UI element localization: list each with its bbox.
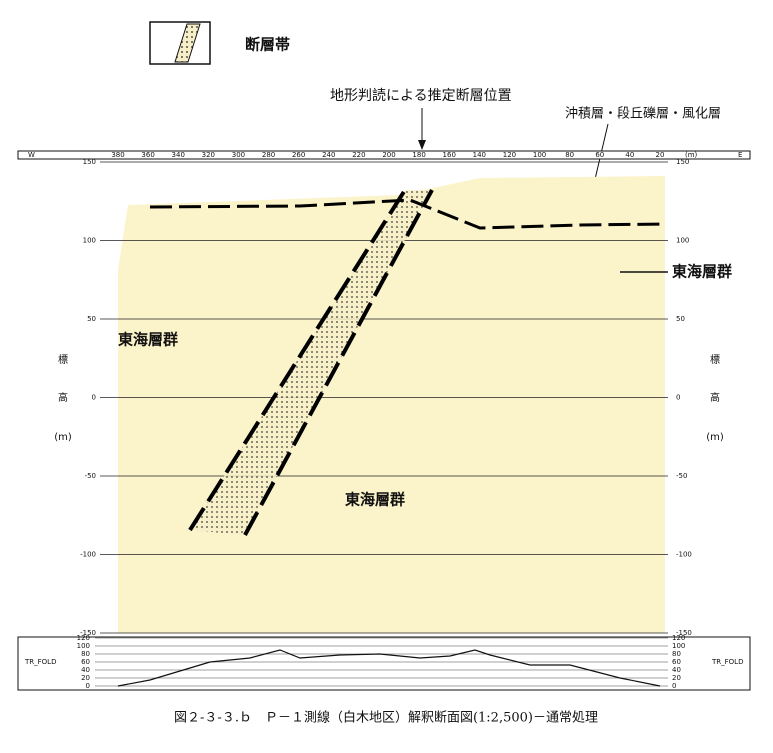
axis-label: 高 <box>58 391 68 404</box>
axis-label: (m) <box>54 432 72 443</box>
fold-tick-label: 60 <box>672 658 681 666</box>
elevation-label: 50 <box>87 315 96 323</box>
elevation-label: 150 <box>676 158 689 166</box>
elevation-label: -100 <box>80 551 96 559</box>
elevation-label: 0 <box>92 394 96 402</box>
scale-tick-label: 120 <box>503 151 516 159</box>
fold-label: TR_FOLD <box>24 658 56 666</box>
fold-tick-label: 120 <box>77 634 90 642</box>
scale-tick-label: 160 <box>443 151 456 159</box>
fold-curve <box>117 649 661 687</box>
fold-tick-label: 0 <box>86 682 90 690</box>
axis-label: 標 <box>58 353 68 366</box>
elevation-label: 0 <box>676 394 680 402</box>
fold-tick-label: 20 <box>81 674 90 682</box>
fold-tick-label: 0 <box>672 682 676 690</box>
caption: 図２-３-３.ｂ Ｐ－１測線（白木地区）解釈断面図(1:2,500)－通常処理 <box>174 710 598 726</box>
scale-bar <box>17 150 751 160</box>
annotation: 沖積層・段丘礫層・風化層 <box>565 106 721 122</box>
scale-tick-label: 140 <box>473 151 486 159</box>
scale-tick-label: 180 <box>412 151 425 159</box>
scale-tick-label: 300 <box>232 151 245 159</box>
scale-unit: (m) <box>685 151 698 159</box>
scale-tick-label: 360 <box>141 151 154 159</box>
legend-swatch <box>174 23 201 63</box>
fold-tick-label: 40 <box>672 666 681 674</box>
scale-tick-label: 320 <box>202 151 215 159</box>
fold-tick-label: 80 <box>81 650 90 658</box>
fold-tick-label: 60 <box>81 658 90 666</box>
elevation-label: -150 <box>80 629 96 637</box>
annotation: 地形判読による推定断層位置 <box>330 87 512 104</box>
elevation-label: -50 <box>676 472 687 480</box>
unit-label: 東海層群 <box>672 263 732 281</box>
horizon <box>149 198 666 230</box>
legend-label: 断層帯 <box>245 36 290 54</box>
scale-tick-label: 100 <box>533 151 546 159</box>
elevation-label: -100 <box>676 551 692 559</box>
fold-label: TR_FOLD <box>711 658 743 666</box>
scale-tick-label: 240 <box>322 151 335 159</box>
fold-tick-label: 100 <box>77 642 90 650</box>
scale-tick-label: 340 <box>172 151 185 159</box>
elevation-label: 150 <box>83 158 96 166</box>
axis-label: 高 <box>710 391 720 404</box>
scale-end: W <box>28 151 35 159</box>
elevation-label: -150 <box>676 629 692 637</box>
scale-tick-label: 220 <box>352 151 365 159</box>
axis-label: (m) <box>706 432 724 443</box>
fold-tick-label: 120 <box>672 634 685 642</box>
scale-tick-label: 60 <box>595 151 604 159</box>
elevation-label: 50 <box>676 315 685 323</box>
scale-tick-label: 280 <box>262 151 275 159</box>
scale-tick-label: 380 <box>111 151 124 159</box>
unit-label: 東海層群 <box>345 491 405 509</box>
scale-tick-label: 20 <box>656 151 665 159</box>
scale-end: E <box>738 151 742 159</box>
fault-boundary <box>243 189 434 536</box>
fold-tick-label: 80 <box>672 650 681 658</box>
elevation-label: 100 <box>676 237 689 245</box>
arrow-head <box>418 140 426 150</box>
elevation-label: -50 <box>85 472 96 480</box>
scale-tick-label: 260 <box>292 151 305 159</box>
scale-tick-label: 40 <box>625 151 634 159</box>
axis-label: 標 <box>710 353 720 366</box>
fold-tick-label: 20 <box>672 674 681 682</box>
scale-tick-label: 200 <box>382 151 395 159</box>
fold-tick-label: 100 <box>672 642 685 650</box>
scale-tick-label: 80 <box>565 151 574 159</box>
fault-zone <box>190 190 432 535</box>
elevation-label: 100 <box>83 237 96 245</box>
unit-label: 東海層群 <box>118 331 178 349</box>
fold-tick-label: 40 <box>81 666 90 674</box>
